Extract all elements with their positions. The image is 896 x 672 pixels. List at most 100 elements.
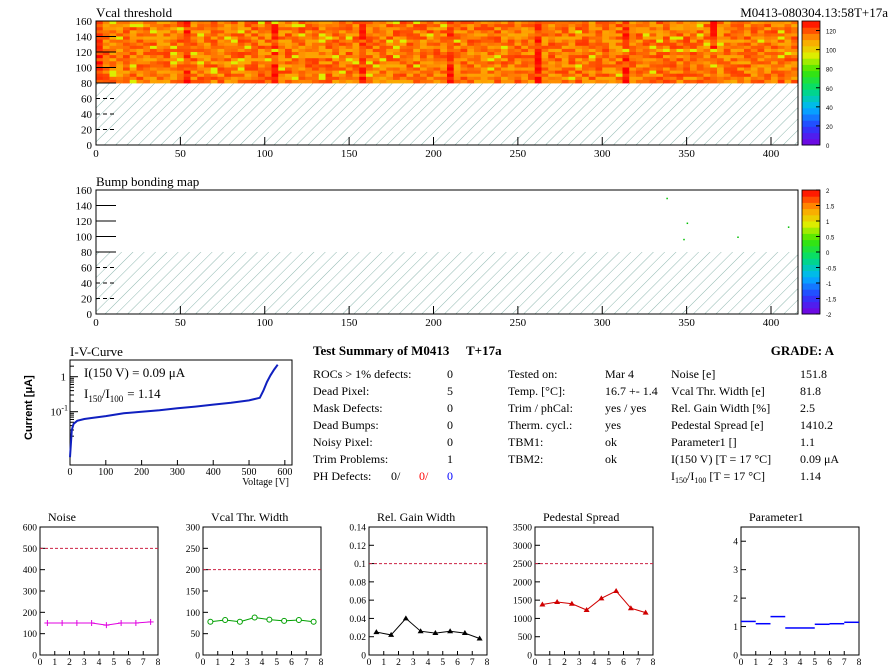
- heat-cell: [150, 70, 158, 75]
- heat-cell: [366, 27, 374, 31]
- heat-cell: [129, 64, 137, 68]
- heat-cell: [420, 58, 428, 62]
- heat-cell: [413, 61, 421, 65]
- heat-cell: [750, 48, 758, 53]
- roc-plot-title: Pedestal Spread: [543, 510, 619, 524]
- bump-point: [787, 226, 790, 228]
- colorbar-tick-label: 20: [826, 125, 833, 131]
- ph-defects-value-1: 0/: [391, 469, 401, 483]
- heat-cell: [480, 24, 488, 28]
- heat-cell: [730, 33, 738, 37]
- heat-cell: [204, 36, 212, 40]
- heat-cell: [278, 45, 286, 50]
- heat-cell: [406, 24, 414, 28]
- heat-cell: [244, 48, 252, 53]
- heat-cell: [285, 67, 293, 71]
- heat-cell: [710, 42, 718, 47]
- heat-cell: [352, 42, 360, 47]
- heat-cell: [494, 64, 502, 68]
- heat-cell: [237, 64, 245, 68]
- heat-cell: [622, 79, 630, 84]
- heat-cell: [258, 24, 266, 28]
- heat-cell: [136, 73, 144, 78]
- heat-cell: [366, 70, 374, 75]
- heat-cell: [291, 24, 299, 28]
- heat-cell: [393, 33, 401, 37]
- heat-cell: [102, 73, 110, 78]
- heat-cell: [372, 76, 380, 81]
- heat-cell: [183, 24, 191, 28]
- heat-cell: [426, 73, 434, 78]
- heat-cell: [399, 24, 407, 28]
- heat-cell: [696, 73, 704, 78]
- heat-cell: [271, 70, 279, 75]
- x-tick-label: 350: [678, 148, 695, 160]
- roc-x-tick-label: 2: [230, 658, 235, 668]
- heat-cell: [332, 24, 340, 28]
- heat-cell: [730, 42, 738, 47]
- heat-cell: [231, 55, 239, 59]
- heat-cell: [669, 21, 677, 25]
- heat-cell: [771, 39, 779, 44]
- heat-cell: [433, 33, 441, 37]
- heat-cell: [332, 27, 340, 31]
- heat-cell: [602, 48, 610, 53]
- heat-cell: [170, 76, 178, 81]
- colorbar-tick-label: -1: [826, 282, 832, 288]
- heat-cell: [278, 21, 286, 25]
- heat-cell: [224, 67, 232, 71]
- heat-cell: [339, 39, 347, 44]
- heat-cell: [285, 24, 293, 28]
- heat-cell: [602, 45, 610, 50]
- colorbar-tick-label: 0: [826, 144, 830, 150]
- heat-cell: [372, 21, 380, 25]
- heat-cell: [318, 55, 326, 59]
- ratio-value: 1.14: [800, 469, 821, 483]
- heat-cell: [575, 39, 583, 44]
- heat-cell: [636, 42, 644, 47]
- heat-cell: [264, 21, 272, 25]
- heat-cell: [170, 39, 178, 44]
- heat-cell: [777, 58, 785, 62]
- heat-cell: [291, 55, 299, 59]
- roc-y-tick-label: 1000: [513, 615, 532, 625]
- heat-cell: [744, 64, 752, 68]
- heat-cell: [372, 61, 380, 65]
- heat-cell: [426, 79, 434, 84]
- heat-cell: [723, 39, 731, 44]
- y-tick-label: 20: [81, 125, 93, 137]
- data-point: [281, 617, 288, 624]
- heat-cell: [285, 79, 293, 84]
- heat-cell: [487, 42, 495, 47]
- heat-cell: [271, 55, 279, 59]
- heat-cell: [359, 21, 367, 25]
- heat-cell: [345, 64, 353, 68]
- heat-cell: [582, 58, 590, 62]
- colorbar-tick-label: -0.5: [826, 267, 837, 273]
- heat-cell: [696, 79, 704, 84]
- heat-cell: [406, 45, 414, 50]
- heat-cell: [777, 30, 785, 34]
- heat-cell: [710, 24, 718, 28]
- colorbar-cell: [802, 289, 820, 296]
- heat-cell: [696, 70, 704, 75]
- heat-cell: [318, 45, 326, 50]
- heat-cell: [730, 70, 738, 75]
- heat-cell: [683, 36, 691, 40]
- roc-x-tick-label: 4: [97, 658, 102, 668]
- heat-cell: [264, 27, 272, 31]
- heat-cell: [521, 55, 529, 59]
- heat-cell: [609, 48, 617, 53]
- heat-cell: [143, 45, 151, 50]
- heat-cell: [325, 64, 333, 68]
- heat-cell: [325, 39, 333, 44]
- roc-plot-3: Rel. Gain Width00.020.040.060.080.10.120…: [349, 510, 489, 668]
- heat-cell: [649, 30, 657, 34]
- heat-cell: [487, 79, 495, 84]
- heat-cell: [399, 36, 407, 40]
- heat-cell: [332, 55, 340, 59]
- heat-cell: [514, 27, 522, 31]
- heat-cell: [750, 52, 758, 56]
- heat-cell: [555, 76, 563, 81]
